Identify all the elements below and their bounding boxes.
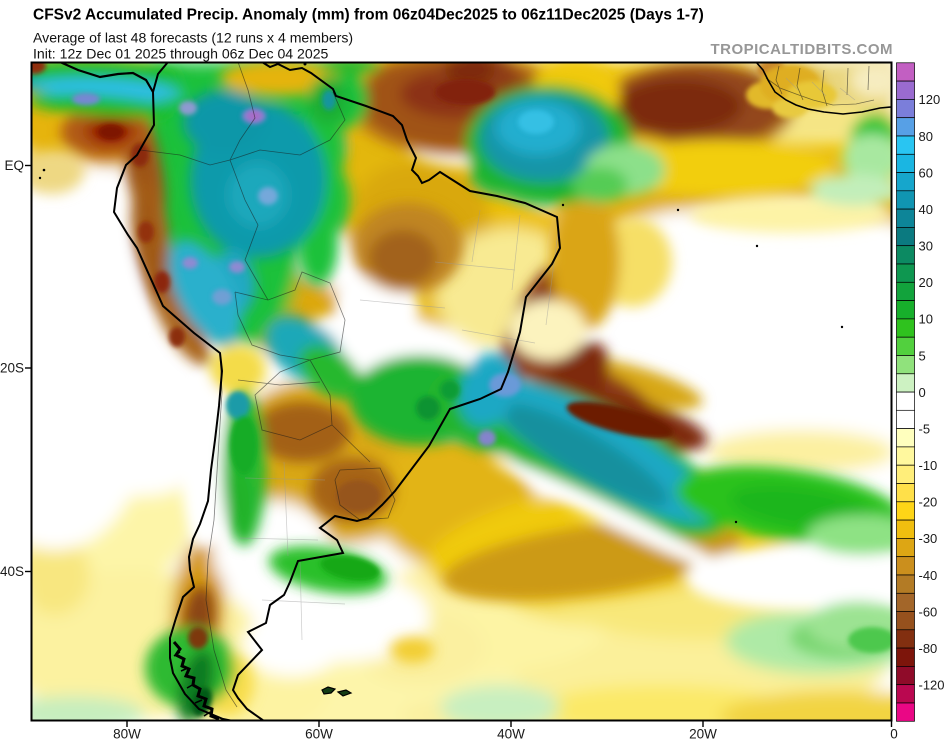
svg-text:20: 20 <box>919 275 933 290</box>
svg-text:-20: -20 <box>919 495 938 510</box>
svg-text:80W: 80W <box>113 727 141 741</box>
svg-text:EQ: EQ <box>4 158 24 173</box>
svg-text:20S: 20S <box>0 361 24 376</box>
svg-text:0: 0 <box>890 727 898 741</box>
svg-text:5: 5 <box>919 348 926 363</box>
svg-text:0: 0 <box>919 385 926 400</box>
svg-text:60W: 60W <box>305 727 333 741</box>
svg-text:-60: -60 <box>919 604 938 619</box>
svg-text:40: 40 <box>919 202 933 217</box>
svg-text:TROPICALTIDBITS.COM: TROPICALTIDBITS.COM <box>710 41 893 58</box>
svg-text:-120: -120 <box>919 678 945 693</box>
svg-text:10: 10 <box>919 312 933 327</box>
svg-text:-10: -10 <box>919 458 938 473</box>
svg-text:-5: -5 <box>919 421 931 436</box>
svg-text:60: 60 <box>919 165 933 180</box>
svg-text:Init: 12z Dec 01 2025 through: Init: 12z Dec 01 2025 through 06z Dec 04… <box>33 46 329 62</box>
svg-text:40W: 40W <box>497 727 525 741</box>
svg-text:CFSv2 Accumulated Precip. Anom: CFSv2 Accumulated Precip. Anomaly (mm) f… <box>33 7 704 24</box>
svg-text:40S: 40S <box>0 564 24 579</box>
svg-text:80: 80 <box>919 129 933 144</box>
svg-text:-40: -40 <box>919 568 938 583</box>
svg-text:Average of last 48 forecasts (: Average of last 48 forecasts (12 runs x … <box>33 30 353 46</box>
svg-text:120: 120 <box>919 92 941 107</box>
svg-text:20W: 20W <box>689 727 717 741</box>
svg-text:-80: -80 <box>919 641 938 656</box>
svg-text:30: 30 <box>919 239 933 254</box>
svg-text:-30: -30 <box>919 531 938 546</box>
